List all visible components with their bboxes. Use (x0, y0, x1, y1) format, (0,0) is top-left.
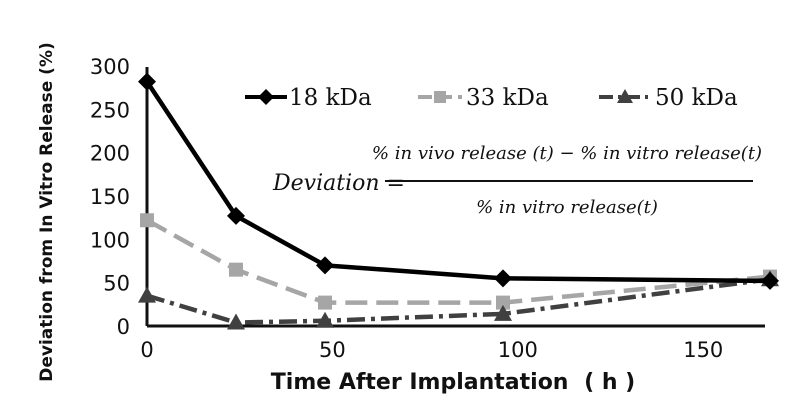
data-point-33kda (140, 213, 154, 228)
data-point-50kda (316, 311, 334, 328)
data-point-33kda (318, 295, 332, 310)
data-point-18kda (761, 271, 779, 290)
legend-item-50kda: 50 kDa (599, 85, 738, 111)
y-axis-title: Deviation from In Vitro Release (%) (37, 42, 57, 382)
y-tick-label: 0 (117, 315, 130, 339)
x-axis-title: Time After Implantation ( h ) (271, 370, 635, 395)
y-tick-label: 300 (90, 55, 130, 79)
data-point-18kda (494, 269, 512, 288)
legend-item-33kda: 33 kDa (418, 85, 549, 111)
data-point-18kda (227, 206, 245, 225)
legend-label-33kda: 33 kDa (466, 85, 549, 111)
series-18kda (138, 72, 779, 290)
x-tick-label: 50 (319, 338, 346, 362)
series-layer (138, 72, 779, 330)
legend-marker-33kda (434, 91, 446, 103)
formula-numerator: % in vivo release (t) − % in vitro relea… (372, 143, 762, 164)
formula-denominator: % in vitro release(t) (476, 197, 658, 218)
data-point-33kda (229, 262, 243, 277)
series-33kda (140, 213, 777, 310)
formula-lhs: Deviation = (272, 171, 405, 196)
x-tick-label: 100 (498, 338, 538, 362)
x-axis-title-unit: ( h ) (584, 370, 635, 395)
data-point-33kda (496, 295, 510, 310)
x-tick-label: 0 (140, 338, 153, 362)
x-axis-title-main: Time After Implantation (271, 370, 569, 395)
x-tick-label: 150 (683, 338, 723, 362)
legend-label-50kda: 50 kDa (655, 85, 738, 111)
legend-marker-50kda (617, 89, 633, 103)
y-tick-label: 250 (90, 98, 130, 122)
legend-item-18kda: 18 kDa (245, 85, 372, 111)
data-point-50kda (227, 313, 245, 330)
legend: 18 kDa 33 kDa 50 kDa (245, 85, 738, 111)
x-tick-labels: 0 50 100 150 (140, 338, 723, 362)
data-point-50kda (138, 286, 156, 303)
y-tick-label: 150 (90, 185, 130, 209)
y-tick-label: 50 (103, 272, 130, 296)
data-point-18kda (138, 72, 156, 91)
legend-marker-18kda (258, 89, 274, 105)
deviation-formula: Deviation = % in vivo release (t) − % in… (272, 143, 762, 218)
legend-label-18kda: 18 kDa (289, 85, 372, 111)
data-point-50kda (494, 304, 512, 321)
y-tick-label: 200 (90, 142, 130, 166)
y-tick-label: 100 (90, 228, 130, 252)
y-tick-labels: 0 50 100 150 200 250 300 (90, 55, 130, 339)
data-point-18kda (316, 256, 334, 275)
